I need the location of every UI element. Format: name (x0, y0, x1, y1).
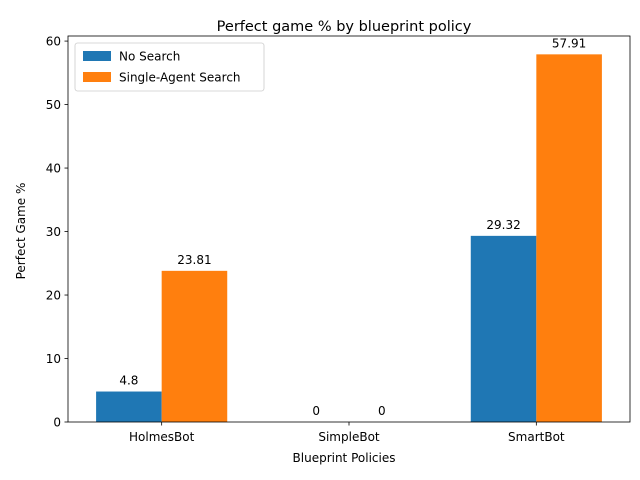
legend-label: Single-Agent Search (119, 71, 241, 85)
y-tick-label: 10 (46, 352, 61, 366)
data-label: 4.8 (119, 374, 138, 388)
y-tick-label: 60 (46, 34, 61, 48)
bar-single-agent-search-holmesbot (161, 270, 228, 422)
legend-box (74, 42, 265, 92)
data-label: 0 (312, 404, 320, 418)
y-axis-label: Perfect Game % (14, 183, 28, 280)
bar-no-search-holmesbot (96, 391, 162, 422)
legend-swatch (83, 72, 111, 82)
bar-single-agent-search-smartbot (536, 54, 602, 423)
bar-no-search-smartbot (470, 235, 537, 422)
data-label: 23.81 (177, 253, 211, 267)
y-tick-label: 30 (46, 225, 61, 239)
x-tick-label: SimpleBot (318, 430, 380, 444)
y-tick-label: 50 (46, 98, 61, 112)
data-label: 29.32 (486, 218, 520, 232)
y-tick-label: 40 (46, 161, 61, 175)
y-tick-label: 0 (53, 415, 61, 429)
x-tick-label: SmartBot (508, 430, 565, 444)
x-tick-label: HolmesBot (129, 430, 195, 444)
chart-title: Perfect game % by blueprint policy (217, 19, 472, 35)
legend-label: No Search (119, 50, 180, 64)
x-axis-label: Blueprint Policies (293, 451, 396, 465)
legend-swatch (83, 51, 111, 61)
plot-area: 4.8 0 29.32 23.81 0 57.91 0 10 20 30 40 50 60 HolmesB… (46, 34, 631, 444)
y-tick-label: 20 (46, 288, 61, 302)
data-label: 57.91 (552, 36, 586, 50)
data-label: 0 (378, 404, 386, 418)
